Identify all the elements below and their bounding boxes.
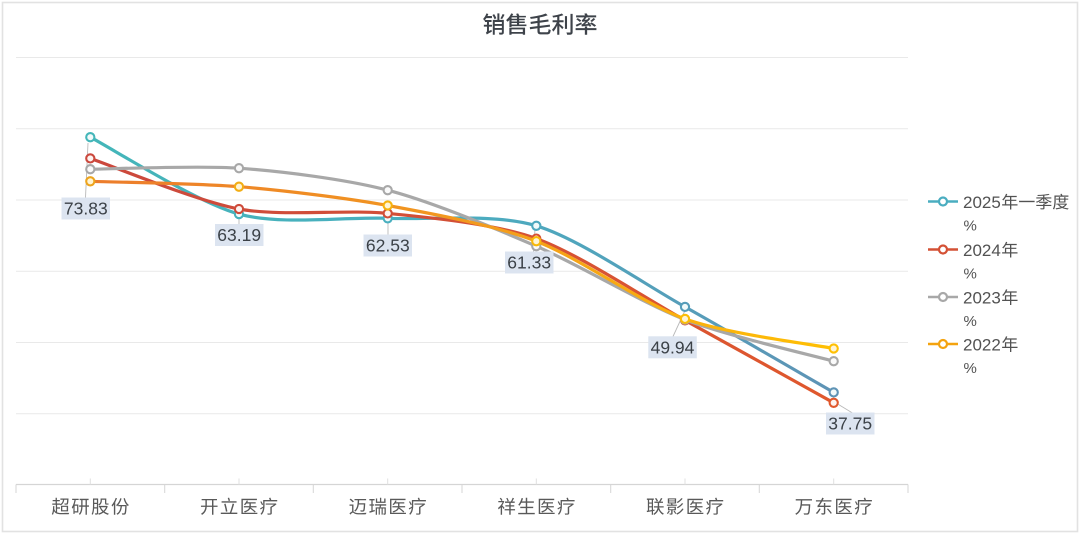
svg-text:%: % — [964, 217, 977, 234]
svg-text:61.33: 61.33 — [507, 253, 551, 273]
svg-text:%: % — [964, 313, 977, 330]
svg-text:%: % — [964, 265, 977, 282]
svg-text:2022: 2022 — [963, 336, 1001, 355]
svg-text:49.94: 49.94 — [651, 337, 695, 357]
svg-text:2024: 2024 — [963, 241, 1001, 260]
svg-text:62.53: 62.53 — [366, 236, 410, 256]
svg-text:2025: 2025 — [963, 193, 1001, 212]
svg-text:73.83: 73.83 — [64, 199, 108, 219]
svg-text:37.75: 37.75 — [828, 414, 872, 434]
svg-text:%: % — [964, 360, 977, 377]
svg-text:63.19: 63.19 — [217, 225, 261, 245]
svg-text:2023: 2023 — [963, 289, 1001, 308]
